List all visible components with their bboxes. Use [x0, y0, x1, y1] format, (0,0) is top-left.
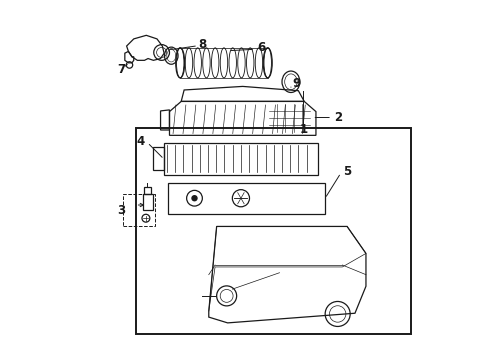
Text: 6: 6 [257, 41, 265, 54]
Bar [143, 194, 153, 210]
Text: 3: 3 [117, 204, 125, 217]
Text: 1: 1 [299, 123, 307, 136]
Circle shape [192, 196, 197, 201]
Text: 7: 7 [117, 63, 125, 76]
Bar [144, 187, 151, 194]
Text: 5: 5 [342, 165, 350, 178]
Bar [123, 194, 155, 226]
Bar [135, 128, 410, 334]
Text: 9: 9 [291, 77, 300, 90]
Text: 4: 4 [137, 135, 145, 148]
Text: 8: 8 [198, 38, 206, 51]
Bar [167, 183, 324, 214]
Text: 2: 2 [333, 111, 342, 124]
